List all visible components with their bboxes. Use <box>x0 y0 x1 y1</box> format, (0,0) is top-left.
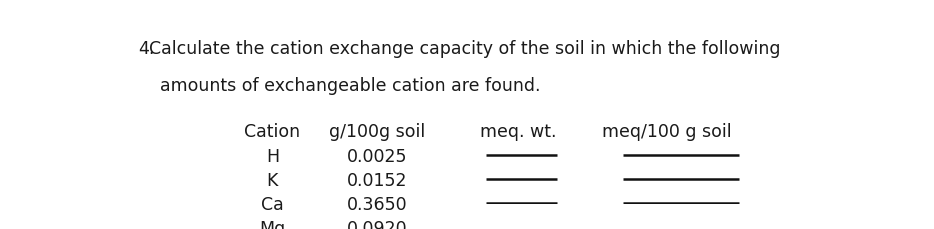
Text: K: K <box>267 171 278 189</box>
Text: 0.3650: 0.3650 <box>347 195 407 213</box>
Text: H: H <box>266 147 279 165</box>
Text: 0.0920: 0.0920 <box>347 219 407 229</box>
Text: 0.0152: 0.0152 <box>347 171 407 189</box>
Text: Calculate the cation exchange capacity of the soil in which the following: Calculate the cation exchange capacity o… <box>138 40 781 58</box>
Text: Mg: Mg <box>260 219 286 229</box>
Text: amounts of exchangeable cation are found.: amounts of exchangeable cation are found… <box>138 77 541 95</box>
Text: meq/100 g soil: meq/100 g soil <box>602 123 731 141</box>
Text: meq. wt.: meq. wt. <box>480 123 557 141</box>
Text: Cation: Cation <box>245 123 301 141</box>
Text: 0.0025: 0.0025 <box>347 147 407 165</box>
Text: g/100g soil: g/100g soil <box>329 123 426 141</box>
Text: 4.: 4. <box>138 40 155 58</box>
Text: Ca: Ca <box>261 195 284 213</box>
